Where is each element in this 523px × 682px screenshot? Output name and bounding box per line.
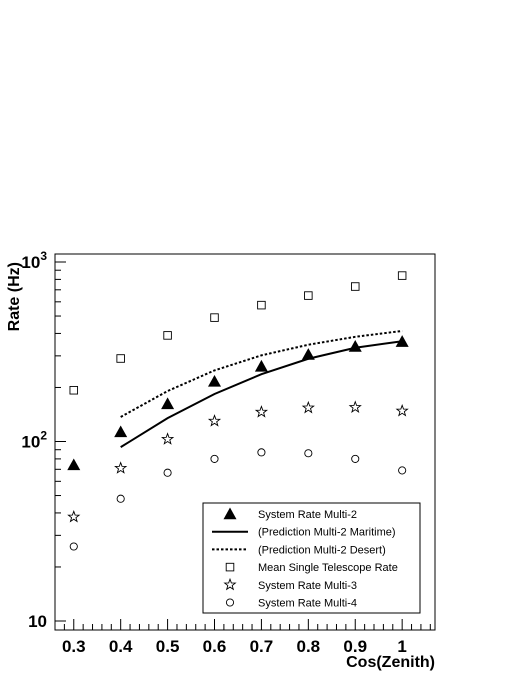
- data-point: [254, 405, 269, 418]
- x-tick-label: 1: [397, 637, 406, 656]
- data-point: [254, 359, 268, 372]
- legend-label: (Prediction Multi-2 Desert): [258, 544, 386, 556]
- x-tick-label: 0.3: [62, 637, 86, 656]
- series-1: [120, 340, 403, 449]
- series-3: [69, 271, 407, 395]
- data-point: [161, 397, 175, 410]
- data-point: [114, 461, 128, 474]
- series-4: [67, 400, 409, 523]
- plot-area: [67, 271, 409, 551]
- legend-label: (Prediction Multi-2 Maritime): [258, 527, 396, 539]
- data-point: [69, 542, 78, 551]
- legend-label: System Rate Multi-4: [258, 598, 357, 610]
- data-point: [257, 448, 266, 457]
- data-point: [163, 331, 172, 340]
- series-2: [120, 329, 403, 418]
- data-point: [301, 348, 315, 360]
- x-tick-label: 0.9: [343, 637, 367, 656]
- data-point: [397, 271, 407, 280]
- data-point: [210, 454, 219, 463]
- legend-marker: [225, 598, 235, 607]
- legend-box: [202, 502, 421, 614]
- data-point: [67, 458, 81, 471]
- data-point: [398, 466, 407, 475]
- data-point: [351, 454, 360, 463]
- data-point: [208, 374, 222, 387]
- data-point: [114, 425, 128, 438]
- data-point: [67, 510, 81, 523]
- data-point: [210, 313, 219, 322]
- data-point: [301, 400, 315, 414]
- series-line: [120, 340, 403, 449]
- y-axis-title: Rate (Hz): [6, 262, 23, 331]
- x-tick-label: 0.4: [109, 637, 133, 656]
- data-point: [207, 414, 222, 427]
- legend-label: System Rate Multi-2: [258, 509, 357, 521]
- series-0: [67, 335, 409, 471]
- data-point: [395, 335, 409, 347]
- x-tick-label: 0.8: [297, 637, 321, 656]
- x-tick-label: 0.6: [203, 637, 227, 656]
- data-point: [395, 404, 409, 417]
- data-point: [304, 291, 313, 300]
- data-point: [163, 468, 172, 477]
- data-point: [116, 494, 125, 503]
- legend-marker: [223, 507, 237, 520]
- x-axis-title: Cos(Zenith): [346, 654, 435, 671]
- legend-label: System Rate Multi-3: [258, 580, 357, 592]
- legend-marker: [223, 577, 237, 591]
- x-tick-label: 0.7: [250, 637, 274, 656]
- axes: 0.3 0.4 0.5 0.6 0.7 0.8 0.9 1 10 102 103: [21, 249, 436, 656]
- y-tick-label: 10: [28, 612, 47, 631]
- data-point: [350, 282, 360, 291]
- data-point: [304, 449, 313, 458]
- data-point: [69, 385, 79, 395]
- series-line: [120, 329, 403, 418]
- legend: System Rate Multi-2 (Prediction Multi-2 M…: [202, 502, 421, 614]
- data-point: [348, 400, 362, 413]
- series-5: [69, 448, 407, 551]
- data-point: [116, 354, 125, 363]
- legend-marker: [225, 562, 235, 572]
- data-point: [348, 340, 362, 352]
- legend-label: Mean Single Telescope Rate: [258, 562, 398, 574]
- x-tick-label: 0.5: [156, 637, 180, 656]
- data-point: [161, 432, 175, 445]
- data-point: [257, 300, 266, 310]
- y-tick-label: 102: [21, 429, 47, 452]
- y-tick-label: 103: [21, 249, 47, 272]
